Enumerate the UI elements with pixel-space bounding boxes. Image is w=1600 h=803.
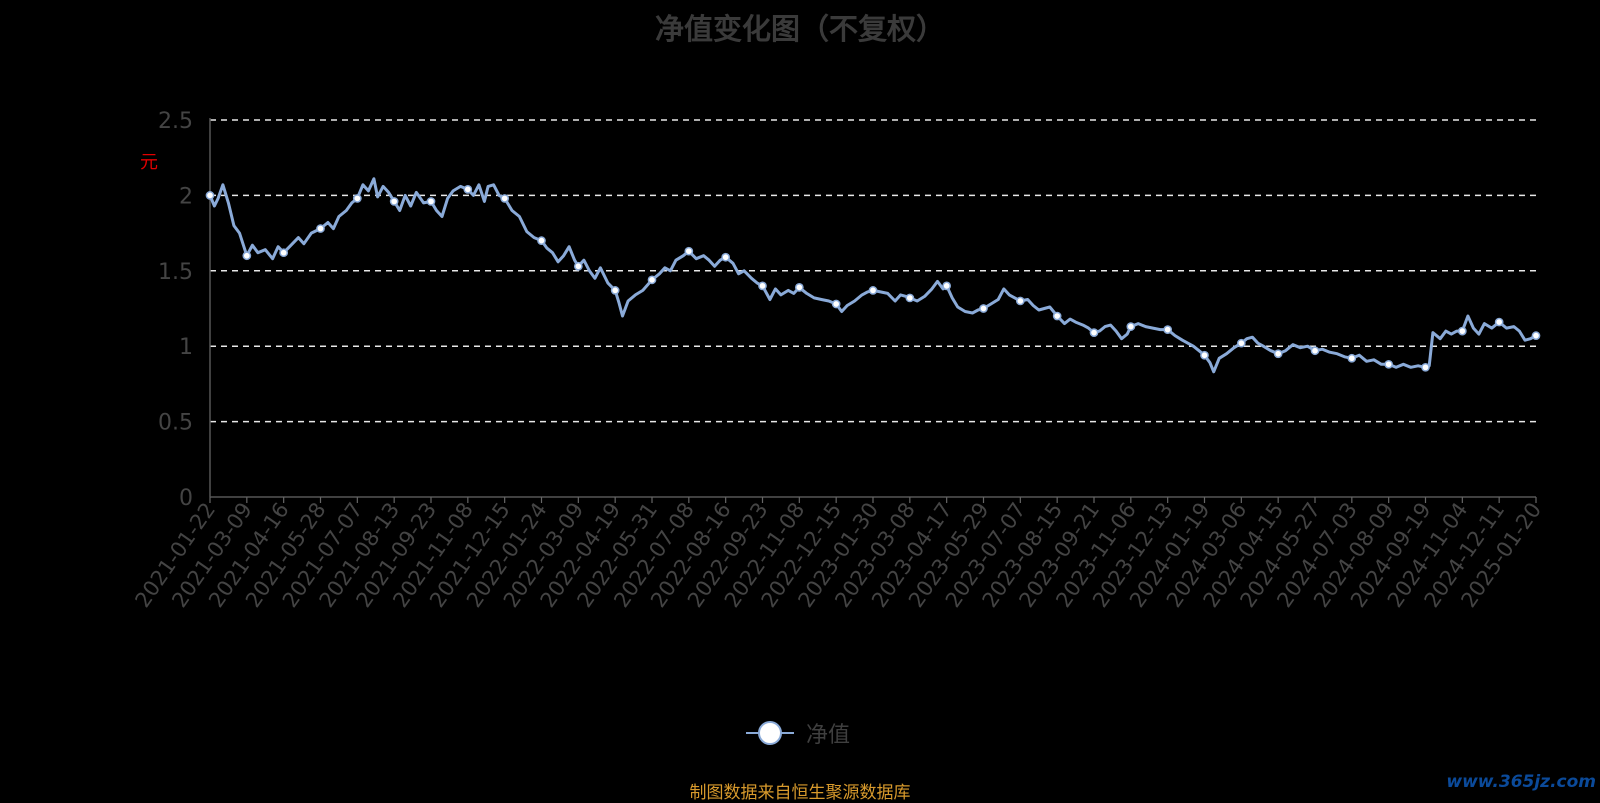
y-tick-label: 0 xyxy=(179,486,193,511)
data-point xyxy=(1236,338,1246,348)
data-point xyxy=(942,281,952,291)
y-tick-label: 0.5 xyxy=(158,411,193,436)
y-axis-label: 元 xyxy=(140,152,158,173)
legend[interactable]: 净值 xyxy=(744,718,850,748)
data-point xyxy=(537,236,546,245)
y-tick-label: 1 xyxy=(179,335,193,360)
site-watermark: www.365jz.com xyxy=(1446,772,1596,792)
data-point xyxy=(610,286,620,295)
data-point xyxy=(463,185,473,194)
data-point xyxy=(1126,322,1136,331)
data-point xyxy=(500,194,510,203)
data-point xyxy=(1421,362,1430,372)
legend-marker-icon xyxy=(744,718,796,748)
data-point xyxy=(1015,296,1025,306)
data-point xyxy=(279,248,289,258)
y-tick-label: 2.5 xyxy=(158,109,193,134)
data-point xyxy=(1200,350,1209,360)
series-line xyxy=(208,177,1537,374)
data-point xyxy=(794,283,804,292)
data-point xyxy=(1494,317,1504,327)
y-tick-label: 2 xyxy=(179,184,193,209)
data-point xyxy=(1457,326,1467,336)
data-point xyxy=(205,191,215,200)
chart-title: 净值变化图（不复权） xyxy=(654,12,945,46)
data-point xyxy=(316,224,325,233)
data-point xyxy=(647,275,657,285)
data-point xyxy=(1273,349,1283,359)
data-point xyxy=(1089,328,1099,337)
data-point xyxy=(831,299,841,309)
data-point xyxy=(684,246,694,256)
data-point xyxy=(352,194,362,203)
data-point xyxy=(1310,346,1320,356)
data-point xyxy=(426,197,436,206)
data-source-note: 制图数据来自恒生聚源数据库 xyxy=(689,783,911,803)
data-point xyxy=(1347,353,1357,363)
data-point xyxy=(1052,311,1062,321)
legend-label: 净值 xyxy=(806,723,851,748)
data-point xyxy=(1163,325,1173,334)
data-point xyxy=(905,293,915,303)
data-point xyxy=(1384,359,1394,369)
data-point xyxy=(868,286,878,295)
data-point xyxy=(389,197,399,206)
y-tick-label: 1.5 xyxy=(158,260,193,285)
data-point xyxy=(721,252,731,262)
data-point xyxy=(758,281,767,291)
data-point xyxy=(573,261,583,271)
data-point xyxy=(1531,331,1541,340)
data-point xyxy=(979,304,988,313)
data-point xyxy=(242,251,252,261)
